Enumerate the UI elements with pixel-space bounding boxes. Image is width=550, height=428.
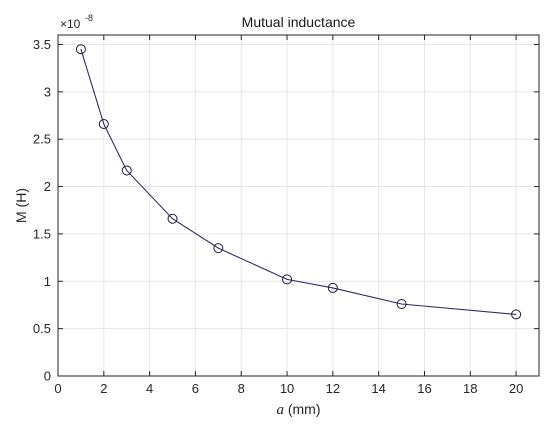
x-axis-label-var: a xyxy=(276,402,284,418)
plot-area-border xyxy=(57,34,540,377)
y-tick-label: 0 xyxy=(44,369,51,384)
data-point-marker xyxy=(282,274,293,285)
x-tick-label: 6 xyxy=(192,381,199,396)
data-point-marker xyxy=(167,213,178,224)
x-tick-label: 20 xyxy=(509,381,523,396)
data-point-marker xyxy=(75,44,86,55)
y-tick-label: 1 xyxy=(44,274,51,289)
y-exponent-base: ×10 xyxy=(60,17,81,31)
y-tick-label: 3.5 xyxy=(33,37,51,52)
x-tick-label: 2 xyxy=(100,381,107,396)
series-group xyxy=(75,44,522,320)
series-line xyxy=(80,49,517,315)
y-tick-label: 2 xyxy=(44,179,51,194)
ticks: 0 2 4 6 8 10 12 14 16 18 20 0 0.5 1 1.5 2 2.5 3 3.5 xyxy=(33,35,539,396)
data-point-marker xyxy=(213,243,224,254)
x-tick-label: 16 xyxy=(417,381,431,396)
y-tick-label: 1.5 xyxy=(33,226,51,241)
x-tick-label: 12 xyxy=(326,381,340,396)
y-exponent-power: -8 xyxy=(85,13,93,23)
y-tick-label: 3 xyxy=(44,84,51,99)
x-axis-label: a (mm) xyxy=(276,401,320,418)
y-tick-label: 0.5 xyxy=(33,321,51,336)
x-tick-label: 14 xyxy=(371,381,385,396)
x-tick-label: 18 xyxy=(463,381,477,396)
data-point-marker xyxy=(327,282,338,293)
grid xyxy=(58,35,539,376)
y-tick-label: 2.5 xyxy=(33,132,51,147)
data-point-marker xyxy=(396,299,407,310)
x-tick-label: 4 xyxy=(146,381,153,396)
data-point-marker xyxy=(98,119,109,130)
x-tick-label: 0 xyxy=(54,381,61,396)
data-point-marker xyxy=(511,309,522,320)
y-axis-label: M (H) xyxy=(13,188,29,223)
data-point-marker xyxy=(121,165,132,176)
x-tick-label: 8 xyxy=(238,381,245,396)
x-axis-label-unit: (mm) xyxy=(284,401,321,417)
x-tick-label: 10 xyxy=(280,381,294,396)
chart-title: Mutual inductance xyxy=(242,14,356,30)
